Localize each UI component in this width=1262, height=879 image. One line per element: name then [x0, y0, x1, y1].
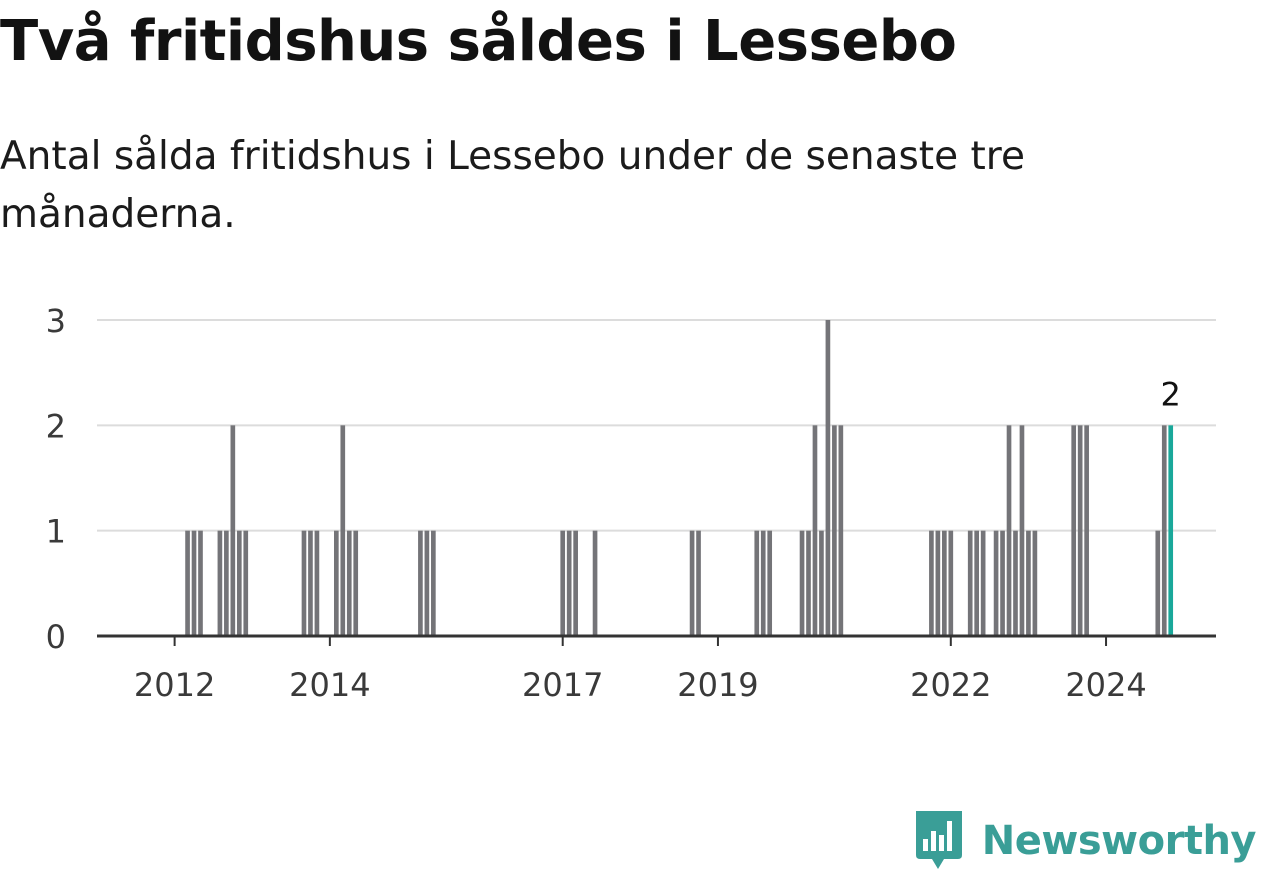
- x-tick-label: 2012: [134, 666, 215, 704]
- bar: [812, 425, 818, 636]
- bar: [754, 530, 760, 636]
- bar: [1071, 425, 1077, 636]
- bar: [760, 530, 766, 636]
- bar: [993, 530, 999, 636]
- bar: [198, 530, 203, 636]
- bar: [224, 530, 229, 636]
- bar: [560, 530, 566, 636]
- bar: [314, 530, 320, 636]
- bar: [1026, 530, 1031, 636]
- bar: [832, 425, 837, 636]
- brand-name: Newsworthy: [981, 818, 1257, 864]
- highlight-data-label: 2: [1161, 375, 1181, 413]
- bar: [819, 530, 824, 636]
- bar: [566, 530, 572, 636]
- x-tick-label: 2024: [1065, 666, 1146, 704]
- data-labels: 2: [1161, 375, 1181, 413]
- bar: [243, 530, 249, 636]
- bar-chart: 0 1 2 3 2012 2014 2017 2019 2022 2024 2: [46, 302, 1216, 704]
- bar: [301, 530, 307, 636]
- bar: [838, 425, 844, 636]
- bar: [346, 530, 352, 636]
- bar: [929, 530, 934, 636]
- bar: [1168, 425, 1174, 636]
- bar: [1019, 425, 1025, 636]
- chart-subtitle: Antal sålda fritidshus i Lessebo under d…: [0, 134, 1025, 237]
- bar: [1032, 530, 1038, 636]
- bar: [1077, 425, 1083, 636]
- bar: [1013, 530, 1018, 636]
- bar: [418, 530, 423, 636]
- y-tick-label: 3: [46, 302, 66, 340]
- bar: [573, 530, 578, 636]
- bars: [185, 320, 1174, 636]
- grid-lines: [97, 319, 1216, 532]
- bar: [942, 530, 947, 636]
- y-axis-ticks: 0 1 2 3: [46, 302, 66, 656]
- bar: [236, 530, 242, 636]
- bar: [974, 530, 980, 636]
- bar: [935, 530, 941, 636]
- bar: [592, 530, 598, 636]
- bar: [1155, 530, 1161, 636]
- newsworthy-logo: Newsworthy: [914, 811, 1257, 871]
- bar: [799, 530, 805, 636]
- bar-chart-icon: [915, 811, 962, 869]
- chart-title: Två fritidshus såldes i Lessebo: [0, 9, 957, 74]
- y-tick-label: 0: [46, 618, 66, 656]
- bar: [696, 530, 701, 636]
- bar: [806, 530, 811, 636]
- bar: [825, 320, 831, 636]
- bar: [1006, 425, 1012, 636]
- bar: [431, 530, 436, 636]
- x-axis-ticks: 2012 2014 2017 2019 2022 2024: [134, 636, 1147, 704]
- x-tick-label: 2014: [289, 666, 370, 704]
- x-tick-label: 2017: [522, 666, 603, 704]
- y-tick-label: 1: [46, 513, 66, 551]
- bar: [340, 425, 346, 636]
- bar: [308, 530, 313, 636]
- bar: [334, 530, 339, 636]
- bar: [1084, 425, 1089, 636]
- bar: [191, 530, 197, 636]
- bar: [1161, 425, 1167, 636]
- bar: [1000, 530, 1005, 636]
- bar: [230, 425, 236, 636]
- bar: [767, 530, 773, 636]
- bar: [353, 530, 359, 636]
- bar: [689, 530, 695, 636]
- bar: [185, 530, 190, 636]
- bar: [980, 530, 986, 636]
- x-tick-label: 2022: [910, 666, 991, 704]
- bar: [424, 530, 430, 636]
- bar: [967, 530, 973, 636]
- bar: [217, 530, 223, 636]
- bar: [948, 530, 954, 636]
- y-tick-label: 2: [46, 407, 66, 445]
- x-tick-label: 2019: [677, 666, 758, 704]
